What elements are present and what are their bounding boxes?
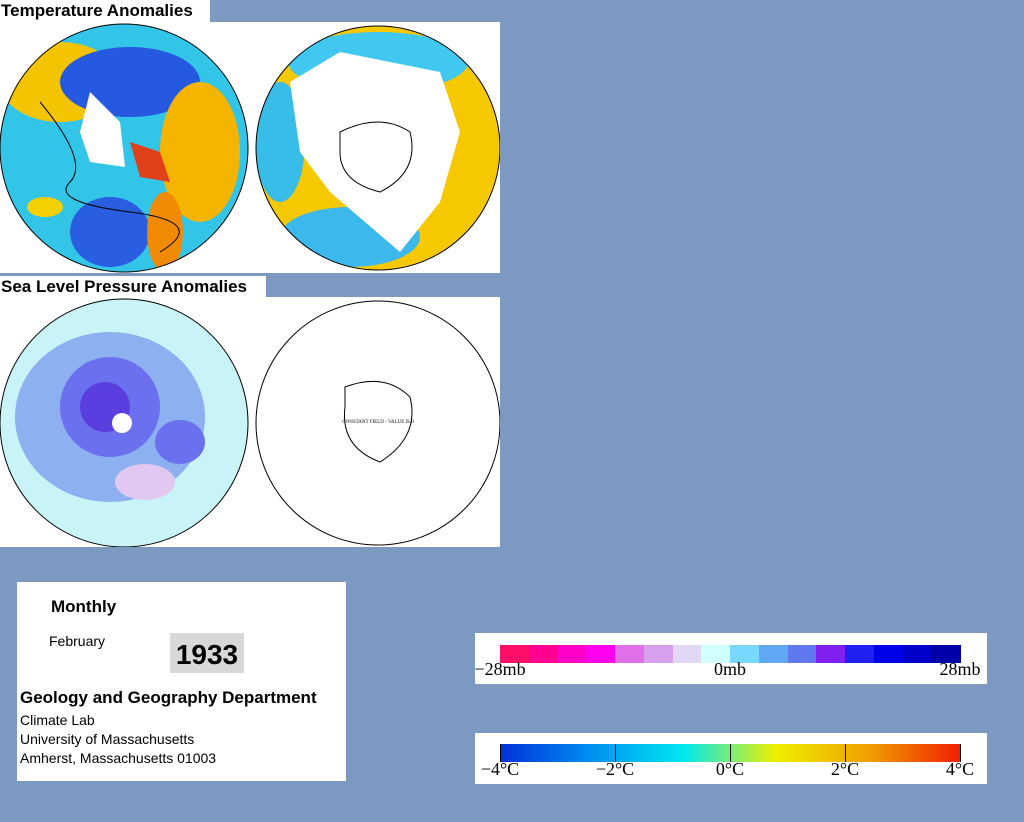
north-temp-map — [0, 24, 248, 272]
tick — [960, 744, 961, 762]
scale-label: 0mb — [713, 659, 747, 679]
scale-label: 0°C — [715, 759, 745, 779]
color-swatch — [845, 645, 875, 663]
south-temp-map — [256, 26, 500, 270]
info-box: Monthly February 1933 Geology and Geogra… — [17, 582, 346, 781]
scale-label: −2°C — [595, 759, 635, 779]
period: Monthly — [51, 597, 117, 616]
south-slp-map — [255, 300, 500, 546]
address: Amherst, Massachusetts 01003 — [20, 750, 217, 766]
color-swatch — [586, 645, 616, 663]
tick — [615, 744, 616, 762]
scale-label: 4°C — [945, 759, 975, 779]
color-swatch — [787, 645, 818, 663]
color-swatch — [816, 645, 846, 663]
temp-title: Temperature Anomalies — [0, 0, 210, 22]
lab: Climate Lab — [20, 712, 95, 728]
color-swatch — [758, 645, 789, 663]
color-swatch — [528, 645, 559, 663]
temp-maps — [0, 22, 500, 273]
color-swatch — [672, 645, 703, 663]
tick — [845, 744, 846, 762]
temperature-colorbar: −4°C −2°C 0°C 2°C 4°C — [475, 733, 987, 784]
department: Geology and Geography Department — [20, 688, 317, 707]
year: 1933 — [170, 633, 244, 673]
slp-title: Sea Level Pressure Anomalies — [0, 276, 266, 298]
tick — [500, 744, 501, 762]
month: February — [49, 633, 106, 649]
color-swatch — [931, 645, 961, 663]
pressure-colorbar: −28mb 0mb 28mb — [474, 633, 987, 684]
tick — [730, 744, 731, 762]
color-swatch — [902, 645, 933, 663]
map-note: CONSTANT FIELD - VALUE IS 0 — [342, 420, 414, 425]
color-swatch — [615, 645, 645, 663]
scale-label: −28mb — [474, 659, 526, 679]
color-swatch — [557, 645, 588, 663]
north-slp-map — [0, 299, 248, 547]
scale-label: 2°C — [830, 759, 860, 779]
color-swatch — [873, 645, 904, 663]
university: University of Massachusetts — [20, 731, 195, 747]
color-swatch — [643, 645, 674, 663]
scale-label: 28mb — [939, 659, 981, 679]
scale-label: −4°C — [480, 759, 520, 779]
slp-maps: CONSTANT FIELD - VALUE IS 0 — [0, 297, 500, 547]
